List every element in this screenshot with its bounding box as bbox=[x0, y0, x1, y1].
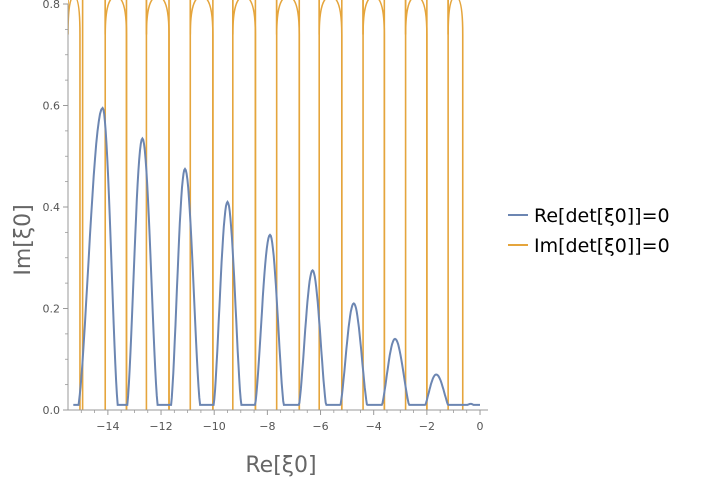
y-axis-label: Im[ξ0] bbox=[11, 204, 36, 275]
im-arch-5 bbox=[275, 0, 301, 410]
x-tick-label: −10 bbox=[203, 420, 226, 433]
x-tick-label: −6 bbox=[312, 420, 328, 433]
im-arch-9 bbox=[447, 0, 464, 410]
series-im-det-zero bbox=[68, 0, 464, 410]
y-tick-label: 0.6 bbox=[43, 100, 61, 113]
im-arch-6 bbox=[318, 0, 343, 410]
im-arch-8 bbox=[404, 0, 428, 410]
legend-label-im: Im[det[ξ0]]=0 bbox=[534, 235, 670, 257]
x-tick-label: 0 bbox=[477, 420, 484, 433]
ticks: −14 −12 −10 −8 −6 −4 −2 0 0.0 0.2 0.4 0.6 0.8 bbox=[43, 0, 484, 433]
y-tick-label: 0.8 bbox=[43, 0, 61, 11]
im-arch-3 bbox=[189, 0, 214, 410]
im-arch-7 bbox=[362, 0, 386, 410]
y-tick-label: 0.0 bbox=[43, 404, 61, 417]
legend-label-re: Re[det[ξ0]]=0 bbox=[534, 205, 670, 227]
series-re-det-zero bbox=[73, 106, 480, 406]
legend: Re[det[ξ0]]=0 Im[det[ξ0]]=0 bbox=[508, 205, 670, 257]
im-arch-0 bbox=[68, 0, 81, 410]
x-tick-label: −12 bbox=[149, 420, 172, 433]
im-arch-1 bbox=[104, 0, 128, 410]
x-tick-label: −14 bbox=[96, 420, 119, 433]
im-arch-2 bbox=[145, 0, 170, 410]
im-arch-4 bbox=[232, 0, 257, 410]
y-tick-label: 0.2 bbox=[43, 303, 61, 316]
y-tick-label: 0.4 bbox=[43, 201, 61, 214]
x-axis-label: Re[ξ0] bbox=[245, 453, 316, 478]
x-tick-label: −8 bbox=[259, 420, 275, 433]
re-curve bbox=[73, 106, 480, 406]
x-tick-label: −4 bbox=[366, 420, 382, 433]
x-tick-label: −2 bbox=[419, 420, 435, 433]
